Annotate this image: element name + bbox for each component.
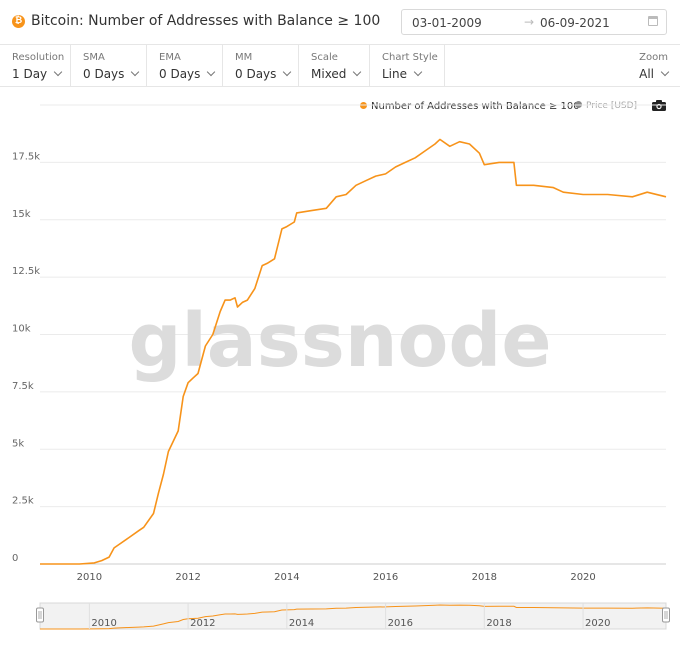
y-tick-label: 5k: [12, 438, 24, 449]
navigator-left-handle[interactable]: [36, 607, 44, 623]
legend-label: Price [USD]: [586, 101, 638, 111]
ema-value: 0 Days: [159, 67, 216, 81]
y-tick-label: 0: [12, 553, 18, 564]
calendar-icon[interactable]: [648, 16, 658, 26]
mm-value: 0 Days: [235, 67, 292, 81]
navigator-tick-label: 2016: [388, 618, 413, 629]
bitcoin-icon: ₿: [12, 15, 25, 28]
y-tick-label: 7.5k: [12, 381, 34, 392]
resolution-label: Resolution: [12, 52, 65, 63]
date-to-input[interactable]: 06-09-2021: [540, 16, 610, 30]
y-tick-label: 17.5k: [12, 151, 40, 162]
series-line-addresses: [40, 138, 667, 565]
scale-value: Mixed: [311, 67, 362, 81]
sma-value: 0 Days: [83, 67, 140, 81]
resolution-dropdown[interactable]: Resolution 1 Day: [0, 45, 71, 87]
x-tick-label: 2020: [570, 572, 595, 583]
mm-dropdown[interactable]: MM 0 Days: [223, 45, 299, 87]
navigator-tick-label: 2012: [190, 618, 215, 629]
zoom-value: All: [639, 67, 670, 81]
chart-style-value: Line: [382, 67, 423, 81]
navigator-right-handle[interactable]: [662, 607, 670, 623]
chart-style-label: Chart Style: [382, 52, 438, 63]
y-tick-label: 12.5k: [12, 266, 40, 277]
navigator-tick-label: 2010: [91, 618, 116, 629]
page-title: Bitcoin: Number of Addresses with Balanc…: [31, 13, 381, 29]
watermark: glassnode: [128, 298, 551, 384]
y-tick-label: 2.5k: [12, 496, 34, 507]
ema-dropdown[interactable]: EMA 0 Days: [147, 45, 223, 87]
date-range-picker[interactable]: 03-01-2009 → 06-09-2021: [401, 9, 667, 35]
y-axis: 0 2.5k 5k 7.5k 10k 12.5k 15k 17.5k: [12, 151, 40, 564]
scale-label: Scale: [311, 52, 338, 63]
navigator[interactable]: 2010 2012 2014 2016 2018 2020: [36, 602, 670, 630]
chart-toolbar: Resolution 1 Day SMA 0 Days EMA 0 Days M…: [0, 44, 680, 87]
y-tick-label: 15k: [12, 209, 31, 220]
x-tick-label: 2014: [274, 572, 299, 583]
x-axis: 2010 2012 2014 2016 2018 2020: [77, 572, 596, 583]
navigator-tick-label: 2018: [486, 618, 511, 629]
ema-label: EMA: [159, 52, 181, 63]
sma-dropdown[interactable]: SMA 0 Days: [71, 45, 147, 87]
legend-label: Number of Addresses with Balance ≥ 100: [371, 101, 580, 112]
x-tick-label: 2012: [175, 572, 200, 583]
x-tick-label: 2010: [77, 572, 102, 583]
mm-label: MM: [235, 52, 253, 63]
scale-dropdown[interactable]: Scale Mixed: [299, 45, 370, 87]
series-layer: [40, 138, 667, 565]
y-tick-label: 10k: [12, 324, 31, 335]
grid-lines: [40, 104, 666, 508]
x-tick-label: 2018: [472, 572, 497, 583]
arrow-right-icon: →: [524, 15, 535, 29]
chart-style-dropdown[interactable]: Chart Style Line: [370, 45, 445, 87]
navigator-range[interactable]: [39, 602, 667, 630]
navigator-series-line: [40, 604, 667, 630]
resolution-value: 1 Day: [12, 67, 63, 81]
zoom-label: Zoom: [639, 52, 668, 63]
date-from-input[interactable]: 03-01-2009: [412, 16, 482, 30]
navigator-tick-label: 2020: [585, 618, 610, 629]
x-tick-label: 2016: [373, 572, 398, 583]
zoom-dropdown[interactable]: Zoom All: [620, 45, 680, 87]
chart-header: ₿ Bitcoin: Number of Addresses with Bala…: [0, 0, 680, 44]
navigator-tick-label: 2014: [289, 618, 314, 629]
sma-label: SMA: [83, 52, 105, 63]
